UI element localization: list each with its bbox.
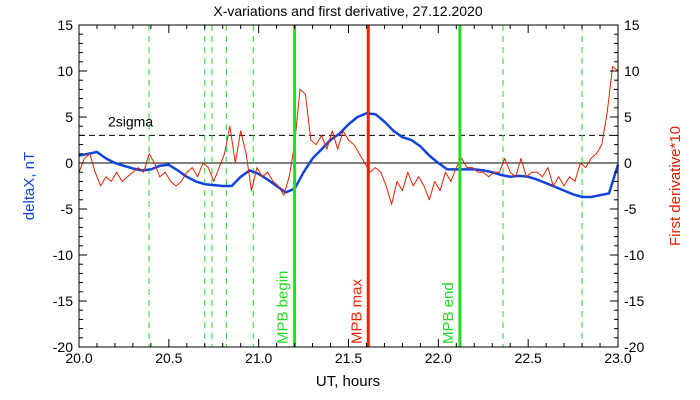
- y-tick-label-left-7: 15: [57, 17, 73, 33]
- threshold-label: 2sigma: [108, 113, 153, 129]
- y-tick-label-left-0: -20: [53, 339, 73, 355]
- y-tick-label-left-4: 0: [65, 155, 73, 171]
- reference-lines: [79, 25, 618, 347]
- series-layer: [78, 65, 620, 205]
- y-axis-label-left: deltaX, nT: [21, 152, 38, 220]
- x-tick-label-4: 22.0: [425, 350, 452, 366]
- y-tick-label-left-1: -15: [53, 293, 73, 309]
- mpb-markers: MPB begin MPB max MPB end: [275, 25, 462, 347]
- mpb-end-label: MPB end: [440, 282, 457, 344]
- mpb-max-label: MPB max: [348, 278, 365, 344]
- axes: 20.0 20.5 21.0 21.5 22.0 22.5 23.0-20 -20-15 -15…: [53, 17, 645, 366]
- y-tick-label-right-1: -15: [624, 293, 644, 309]
- y-axis-label-right: First derivative*10: [667, 126, 684, 246]
- y-tick-label-left-6: 10: [57, 63, 73, 79]
- x-tick-label-2: 21.0: [245, 350, 272, 366]
- y-tick-label-right-3: -5: [624, 201, 637, 217]
- y-tick-label-right-7: 15: [624, 17, 640, 33]
- y-tick-label-right-0: -20: [624, 339, 644, 355]
- y-tick-label-right-4: 0: [624, 155, 632, 171]
- series-derivative-line: [78, 65, 619, 205]
- y-tick-label-left-3: -5: [61, 201, 74, 217]
- x-tick-label-0: 20.0: [65, 350, 92, 366]
- y-tick-label-right-5: 5: [624, 109, 632, 125]
- y-tick-label-right-2: -10: [624, 247, 644, 263]
- y-tick-label-left-5: 5: [65, 109, 73, 125]
- y-tick-label-right-6: 10: [624, 63, 640, 79]
- series-deltax-line: [78, 112, 620, 199]
- x-tick-label-5: 22.5: [515, 350, 542, 366]
- y-tick-label-left-2: -10: [53, 247, 73, 263]
- mpb-begin-label: MPB begin: [275, 271, 292, 344]
- x-axis-label: UT, hours: [316, 373, 380, 390]
- chart-title: X-variations and first derivative, 27.12…: [213, 3, 482, 19]
- x-tick-label-3: 21.5: [335, 350, 362, 366]
- x-tick-label-6: 23.0: [604, 350, 631, 366]
- x-tick-label-1: 20.5: [155, 350, 182, 366]
